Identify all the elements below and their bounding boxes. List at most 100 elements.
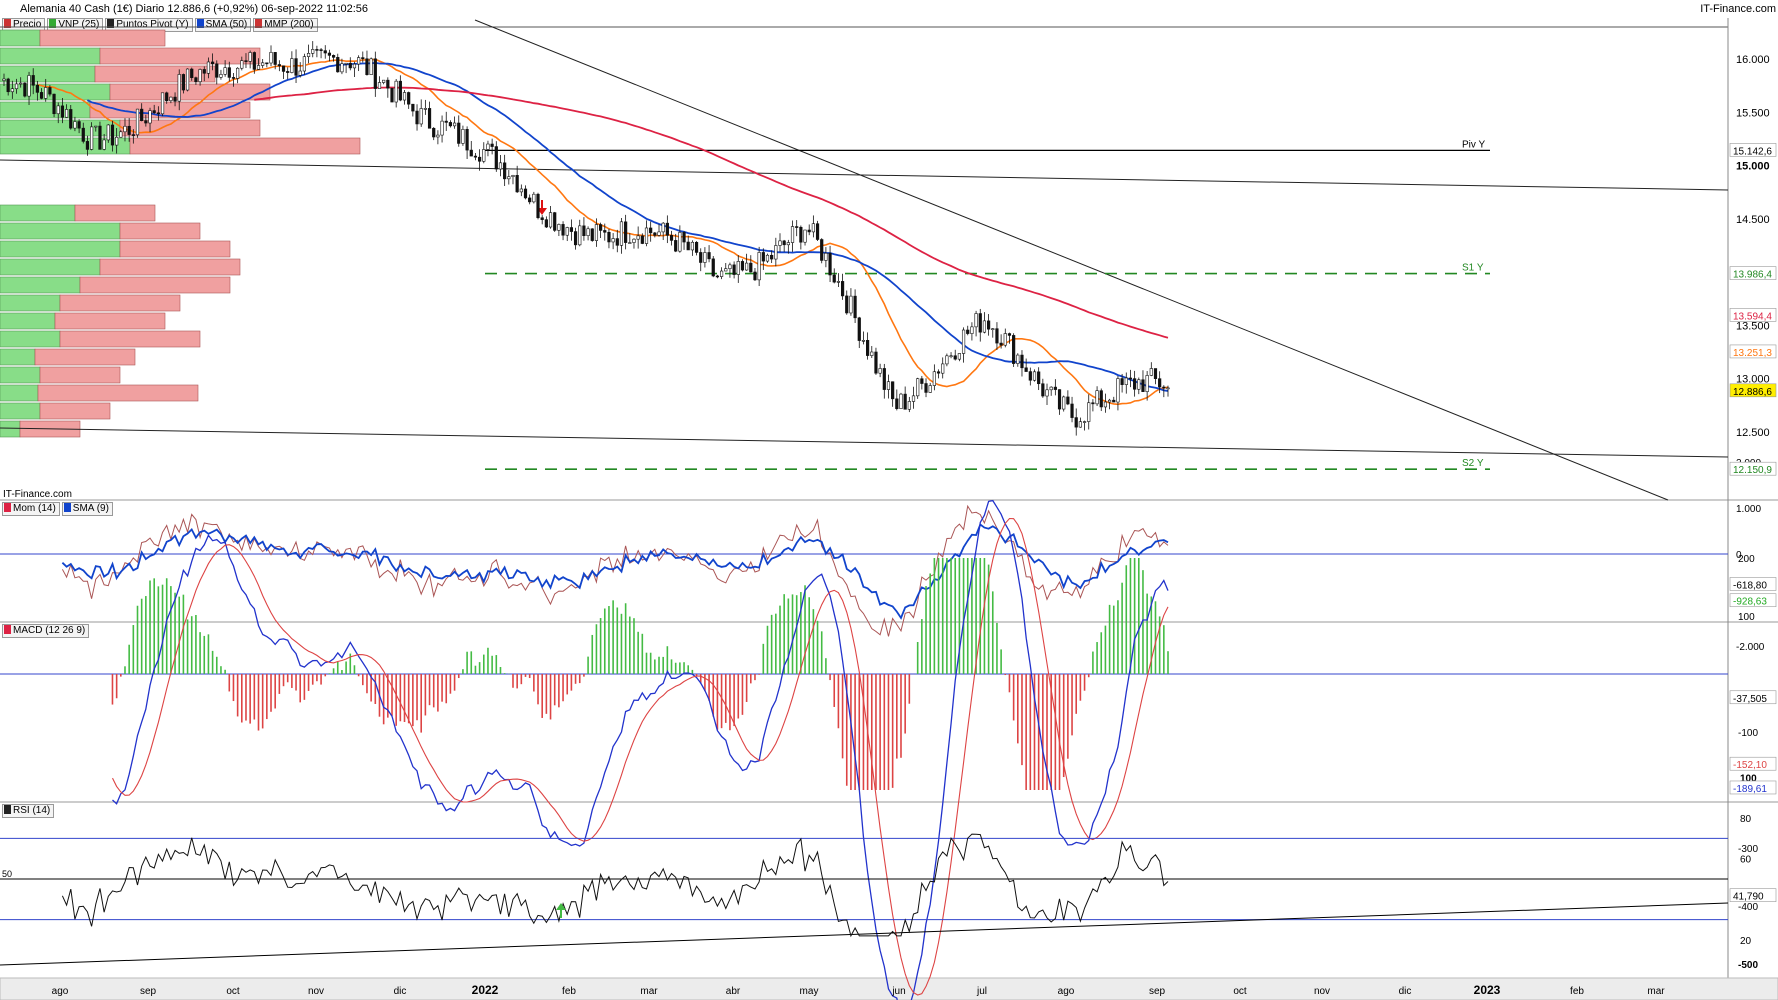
s2-tag: 12.150,9	[1733, 465, 1772, 476]
candle-body	[995, 328, 999, 344]
legend-item[interactable]: MACD (12 26 9)	[2, 624, 90, 638]
candle-body	[1037, 371, 1041, 385]
candle-body	[369, 58, 373, 75]
candle-body	[807, 229, 811, 233]
candle-body	[515, 175, 519, 193]
vnp-buy-bar	[0, 222, 121, 240]
candle-body	[294, 58, 298, 76]
candle-body	[928, 385, 932, 393]
candle-body	[836, 281, 841, 283]
candle-body	[1003, 333, 1007, 346]
candle-body	[202, 69, 206, 74]
candle-body	[611, 238, 615, 243]
candle-body	[828, 252, 832, 276]
candle-body	[315, 49, 319, 51]
candle-body	[39, 92, 44, 99]
macd-tick-label: -100	[1738, 728, 1758, 739]
candle-body	[1153, 368, 1158, 379]
candle-body	[227, 67, 231, 78]
candle-body	[778, 240, 782, 246]
candle-body	[941, 363, 945, 374]
legend-item[interactable]: RSI (14)	[2, 804, 55, 818]
s1-tag-box	[1729, 266, 1777, 280]
candle-body	[1128, 377, 1133, 380]
candle-body	[753, 271, 757, 281]
legend-item[interactable]: VNP (25)	[47, 18, 104, 32]
candle-body	[911, 395, 916, 402]
candle-body	[982, 320, 987, 333]
candle-body	[494, 146, 498, 170]
candle-body	[1053, 386, 1057, 390]
candle-body	[728, 264, 732, 269]
candle-body	[1124, 377, 1128, 385]
candle-body	[694, 241, 699, 253]
candle-body	[215, 63, 219, 78]
legend-item[interactable]: SMA (9)	[61, 502, 113, 516]
candle-body	[703, 252, 707, 263]
price-tick-label: 15.500	[1736, 107, 1770, 119]
candle-body	[135, 108, 140, 136]
candle-body	[1103, 401, 1108, 408]
candle-body	[573, 231, 578, 246]
mom-sma-tag: -928,63	[1733, 597, 1767, 608]
candle-body	[528, 197, 532, 203]
candle-body	[674, 240, 678, 252]
momentum-line	[61, 504, 1169, 637]
candle-body	[127, 125, 131, 135]
s2-label: S2 Y	[1462, 458, 1484, 469]
s2-tag-box	[1729, 461, 1777, 476]
candle-body	[1066, 396, 1070, 405]
vnp-buy-bar	[0, 348, 36, 366]
legend-item[interactable]: MMP (200)	[253, 18, 318, 32]
rsi-trend-line	[0, 902, 1729, 966]
legend-item[interactable]: SMA (50)	[194, 18, 252, 32]
candle-body	[1116, 378, 1120, 403]
candle-body	[382, 79, 386, 83]
x-tick-label: jul	[976, 986, 987, 997]
candle-body	[327, 52, 332, 56]
price-tick-label: 13.000	[1736, 374, 1770, 386]
candle-body	[1091, 402, 1095, 405]
candle-body	[35, 84, 39, 93]
vnp-sell-bar	[54, 312, 166, 330]
candle-body	[1112, 399, 1116, 403]
candle-body	[745, 262, 749, 271]
candle-body	[256, 65, 261, 70]
candle-body	[185, 68, 190, 91]
candle-body	[1166, 387, 1170, 390]
candle-body	[657, 231, 661, 236]
candle-body	[1162, 386, 1166, 389]
channel-top-line	[0, 159, 1729, 191]
candle-body	[1145, 375, 1149, 392]
legend-item[interactable]: Precio	[2, 18, 46, 32]
candle-body	[1141, 379, 1145, 392]
macd-tick-label: -500	[1738, 960, 1758, 971]
candle-body	[740, 261, 745, 271]
candle-body	[498, 162, 503, 170]
candle-body	[895, 398, 899, 409]
candle-body	[1078, 421, 1082, 428]
vnp-sell-bar	[109, 83, 271, 101]
rsi-tick-label: 60	[1740, 855, 1752, 866]
channel-bottom-line	[0, 427, 1729, 458]
candle-body	[803, 229, 807, 243]
candle-body	[10, 88, 14, 93]
vnp-sell-bar	[39, 29, 166, 47]
vnp-buy-bar	[0, 204, 76, 222]
brand-label[interactable]: IT-Finance.com	[1700, 3, 1776, 15]
candle-body	[44, 87, 48, 99]
legend-item[interactable]: Mom (14)	[2, 502, 60, 516]
candle-body	[248, 52, 252, 62]
sma50-tag: 13.251,3	[1733, 348, 1772, 359]
candle-body	[1149, 368, 1153, 376]
candle-body	[932, 371, 936, 386]
candle-body	[427, 108, 432, 129]
macd-tick-label: 200	[1738, 554, 1755, 565]
candle-body	[719, 270, 724, 277]
candle-body	[782, 240, 786, 246]
vnp-buy-bar	[0, 384, 39, 402]
macd-line	[112, 499, 1169, 1000]
candle-body	[736, 261, 740, 275]
candle-body	[1074, 417, 1078, 428]
